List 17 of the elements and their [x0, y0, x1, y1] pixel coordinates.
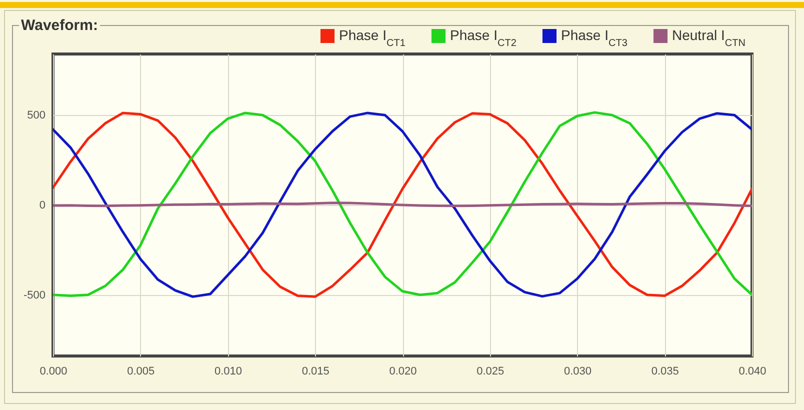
y-tick-label: 0	[39, 200, 46, 212]
y-tick-label: 500	[27, 110, 46, 122]
x-tick-label: 0.020	[389, 366, 417, 378]
x-tick-label: 0.025	[476, 366, 504, 378]
legend-label: Neutral I$_{CTN}$	[672, 26, 746, 48]
legend-label: Phase I$_{CT3}$	[561, 26, 628, 48]
y-tick-label: -500	[23, 289, 46, 302]
x-tick-label: 0.030	[564, 366, 592, 378]
x-tick-label: 0.040	[738, 366, 766, 378]
x-tick-label: 0.010	[214, 366, 242, 378]
legend-label: Phase I$_{CT2}$	[450, 26, 517, 48]
legend-label: Phase I$_{CT1}$	[339, 26, 406, 48]
x-tick-label: 0.015	[302, 366, 330, 378]
x-tick-label: 0.000	[40, 366, 68, 378]
chart-title: Waveform:	[20, 17, 99, 34]
x-tick-label: 0.005	[127, 366, 155, 378]
x-tick-label: 0.035	[651, 366, 679, 378]
